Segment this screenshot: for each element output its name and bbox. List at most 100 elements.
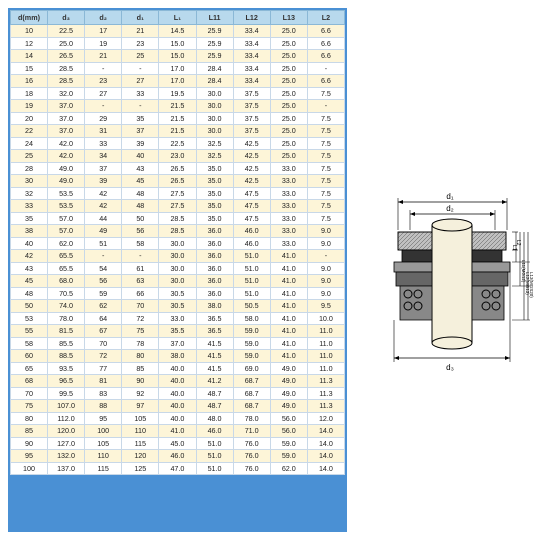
table-cell: 41.0 (270, 262, 307, 275)
table-cell: 25.0 (270, 62, 307, 75)
table-cell: 95 (85, 412, 122, 425)
table-cell: 45.0 (159, 437, 196, 450)
table-cell: - (122, 62, 159, 75)
table-row: 3049.0394526.535.042.533.07.5 (11, 175, 345, 188)
table-cell: 75 (122, 325, 159, 338)
col-header: L13 (270, 11, 307, 25)
col-header: L₁ (159, 11, 196, 25)
L1-label: L1 (511, 245, 517, 251)
table-cell: 64 (85, 312, 122, 325)
table-cell: 7.5 (307, 125, 344, 138)
table-cell: 51.0 (196, 450, 233, 463)
table-cell: 28.4 (196, 75, 233, 88)
table-cell: 127.0 (48, 437, 85, 450)
table-cell: 50 (122, 212, 159, 225)
table-cell: 28.5 (159, 212, 196, 225)
col-header: L11 (196, 11, 233, 25)
table-row: 1426.5212515.025.933.425.06.6 (11, 50, 345, 63)
table-row: 85120.010011041.046.071.056.014.0 (11, 425, 345, 438)
table-cell: - (122, 250, 159, 263)
table-cell: 40.0 (159, 412, 196, 425)
spec-table: d(mm)d₃d₂d₁L₁L11L12L13L2 1022.5172114.52… (10, 10, 345, 475)
table-cell: 41.0 (270, 250, 307, 263)
table-cell: 14.0 (307, 437, 344, 450)
table-cell: 110 (122, 425, 159, 438)
table-row: 2237.0313721.530.037.525.07.5 (11, 125, 345, 138)
table-cell: 15.0 (159, 50, 196, 63)
table-cell: 65 (11, 362, 48, 375)
table-cell: 68.7 (233, 375, 270, 388)
table-cell: 41.2 (196, 375, 233, 388)
table-cell: 51.0 (233, 287, 270, 300)
table-cell: 92 (122, 387, 159, 400)
table-cell: 115 (122, 437, 159, 450)
table-cell: 37.0 (48, 112, 85, 125)
table-cell: 20 (11, 112, 48, 125)
table-cell: 27 (85, 87, 122, 100)
table-cell: 76.0 (233, 450, 270, 463)
table-row: 1832.0273319.530.037.525.07.5 (11, 87, 345, 100)
table-cell: 17 (85, 25, 122, 38)
table-cell: 70 (85, 337, 122, 350)
table-cell: 80 (122, 350, 159, 363)
table-cell: 43 (122, 162, 159, 175)
table-cell: 25.9 (196, 37, 233, 50)
table-cell: 37.5 (233, 125, 270, 138)
table-cell: 69.0 (233, 362, 270, 375)
table-cell: 58 (11, 337, 48, 350)
table-cell: 41.5 (196, 337, 233, 350)
table-cell: 6.6 (307, 37, 344, 50)
d1-label: d₁ (446, 192, 453, 201)
table-cell: 48 (122, 200, 159, 213)
table-cell: 120 (122, 450, 159, 463)
table-cell: 28.5 (159, 225, 196, 238)
table-row: 1022.5172114.525.933.425.06.6 (11, 25, 345, 38)
table-row: 1937.0--21.530.037.525.0- (11, 100, 345, 113)
table-cell: - (85, 62, 122, 75)
col-header: d₁ (122, 11, 159, 25)
table-cell: 41.0 (270, 337, 307, 350)
table-row: 2542.0344023.032.542.525.07.5 (11, 150, 345, 163)
table-cell: 85 (122, 362, 159, 375)
col-header: L2 (307, 11, 344, 25)
table-row: 4062.0515830.036.046.033.09.0 (11, 237, 345, 250)
table-cell: 51.0 (233, 250, 270, 263)
table-cell: 51.0 (233, 275, 270, 288)
table-cell: 93.5 (48, 362, 85, 375)
L2-label: L2 (515, 240, 521, 246)
table-cell: 90 (11, 437, 48, 450)
table-cell: - (85, 250, 122, 263)
table-cell: 19.5 (159, 87, 196, 100)
table-cell: 9.0 (307, 237, 344, 250)
table-cell: 33.4 (233, 37, 270, 50)
table-cell: 22.5 (159, 137, 196, 150)
table-cell: 35.0 (196, 200, 233, 213)
table-cell: 53.5 (48, 187, 85, 200)
table-cell: 83 (85, 387, 122, 400)
table-cell: 7.5 (307, 187, 344, 200)
table-cell: 42.5 (233, 162, 270, 175)
table-cell: 76.0 (233, 437, 270, 450)
table-cell: 110 (85, 450, 122, 463)
table-cell: - (122, 100, 159, 113)
table-cell: 25.0 (48, 37, 85, 50)
table-cell: 59.0 (233, 325, 270, 338)
table-row: 2037.0293521.530.037.525.07.5 (11, 112, 345, 125)
table-cell: 50.5 (233, 300, 270, 313)
table-cell: 65.5 (48, 262, 85, 275)
table-row: 5885.5707837.041.559.041.011.0 (11, 337, 345, 350)
table-cell: - (307, 100, 344, 113)
table-cell: 54 (85, 262, 122, 275)
table-cell: 48 (122, 187, 159, 200)
table-row: 75107.0889740.048.768.749.011.3 (11, 400, 345, 413)
table-cell: 59.0 (270, 450, 307, 463)
seal-diagram: d₁ d₂ d₃ L1 L2 L11(MG12) L12(MG13) L13(M… (370, 190, 535, 375)
table-cell: 33.0 (159, 312, 196, 325)
table-cell: 25.0 (270, 112, 307, 125)
table-cell: 57.0 (48, 212, 85, 225)
table-cell: 10 (11, 25, 48, 38)
table-cell: 37.5 (233, 100, 270, 113)
table-cell: 99.5 (48, 387, 85, 400)
table-cell: 71.0 (233, 425, 270, 438)
col-header: L12 (233, 11, 270, 25)
